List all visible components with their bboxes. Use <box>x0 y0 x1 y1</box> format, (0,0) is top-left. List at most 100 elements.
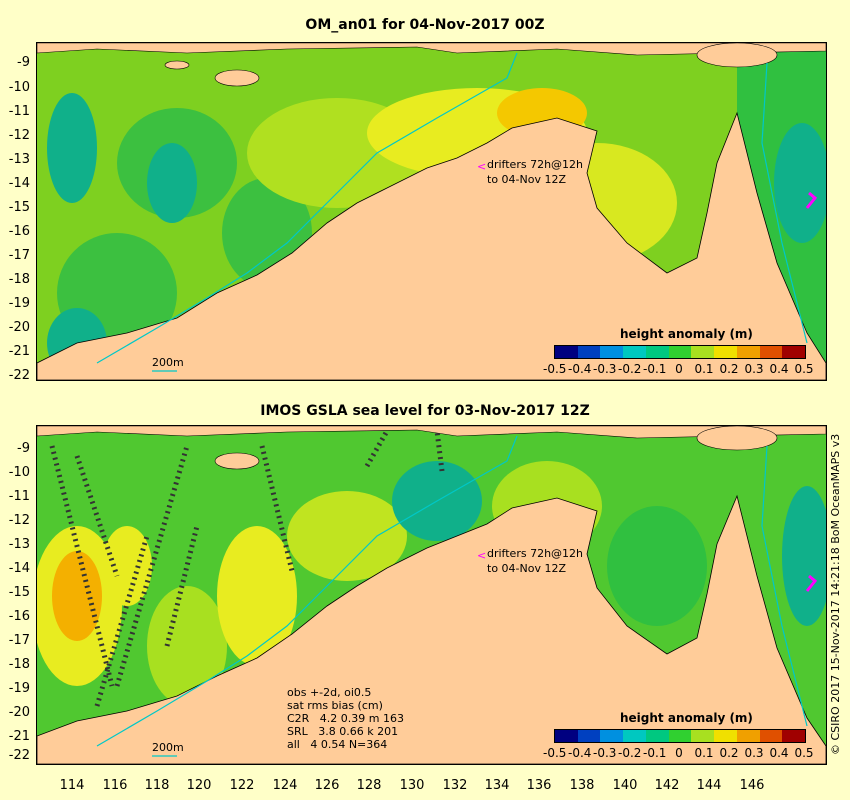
colorbar-segment <box>645 346 669 358</box>
colorbar-segment <box>714 730 737 742</box>
satellite-tracks <box>49 429 445 707</box>
stats-line4: SRL 3.8 0.66 k 201 <box>287 725 399 738</box>
colorbar-tick-label: -0.5 <box>543 746 567 760</box>
colorbar-tick-label: 0.2 <box>719 362 739 376</box>
colorbar-segment <box>645 730 669 742</box>
anomaly-blob <box>217 526 297 666</box>
anomaly-blob <box>52 551 102 641</box>
y-tick: -12 <box>8 128 30 143</box>
drifter-track <box>805 574 818 592</box>
x-tick: 146 <box>739 778 765 793</box>
isobath-label: 200m <box>152 741 184 754</box>
colorbar-title: height anomaly (m) <box>620 327 753 341</box>
anomaly-blob <box>147 586 227 706</box>
colorbar-tick-label: -0.5 <box>543 362 567 376</box>
colorbar-tick-label: 0.1 <box>694 746 714 760</box>
stats-line3: C2R 4.2 0.39 m 163 <box>287 712 404 725</box>
y-tick: -12 <box>8 513 30 528</box>
anomaly-blob <box>47 93 97 203</box>
colorbar-segment <box>759 346 783 358</box>
y-tick: -16 <box>8 224 30 239</box>
panel2-title: IMOS GSLA sea level for 03-Nov-2017 12Z <box>260 403 590 419</box>
x-tick: 114 <box>59 778 85 793</box>
y-tick: -10 <box>8 80 30 95</box>
colorbar-tick-label: -0.4 <box>568 746 592 760</box>
colorbar-segment <box>600 346 624 358</box>
colorbar-tick-label: 0.4 <box>769 746 789 760</box>
x-tick: 122 <box>229 778 255 793</box>
colorbar-segment <box>736 730 760 742</box>
y-tick: -9 <box>17 441 30 456</box>
colorbar-tick-label: 0.1 <box>694 362 714 376</box>
x-tick: 124 <box>272 778 298 793</box>
colorbar-tick-label: 0.5 <box>794 746 814 760</box>
colorbar <box>554 729 806 743</box>
colorbar-segment <box>782 730 806 742</box>
drifter-note-line1: drifters 72h@12h <box>487 547 584 560</box>
y-tick: -22 <box>8 748 30 763</box>
colorbar-segment <box>691 346 715 358</box>
colorbar-tick-label: 0.5 <box>794 362 814 376</box>
y-tick: -15 <box>8 200 30 215</box>
y-tick: -11 <box>8 489 30 504</box>
colorbar-tick-label: 0.4 <box>769 362 789 376</box>
drifter-note-line2: to 04-Nov 12Z <box>487 562 567 575</box>
anomaly-blob <box>102 526 152 606</box>
y-tick: -16 <box>8 609 30 624</box>
colorbar-tick-label: -0.2 <box>618 746 642 760</box>
land-islands <box>37 426 826 439</box>
colorbar-segment <box>600 730 624 742</box>
y-tick: -18 <box>8 657 30 672</box>
x-tick: 128 <box>356 778 382 793</box>
panel2-map: < drifters 72h@12h to 04-Nov 12Z 200m ob… <box>36 425 827 765</box>
colorbar-segment <box>668 730 692 742</box>
colorbar-tick-label: 0 <box>675 746 683 760</box>
x-tick: 126 <box>314 778 340 793</box>
colorbar-segment <box>623 346 646 358</box>
y-tick: -14 <box>8 176 30 191</box>
anomaly-blob <box>774 123 826 243</box>
y-tick: -21 <box>8 729 30 744</box>
panel1-map-svg: < <box>37 43 826 380</box>
y-tick: -21 <box>8 344 30 359</box>
anomaly-blob <box>782 486 826 626</box>
panel1-map: < drifters 72h@12h to 04-Nov 12Z 200m he… <box>36 42 827 381</box>
y-tick: -9 <box>17 55 30 70</box>
credit-text: © CSIRO 2017 15-Nov-2017 14:21:18 BoM Oc… <box>829 433 842 755</box>
shelf-edge-line <box>96 52 518 364</box>
land-australia <box>37 494 826 764</box>
anomaly-blob <box>287 491 407 581</box>
y-tick: -14 <box>8 561 30 576</box>
colorbar-segment <box>759 730 783 742</box>
x-tick: 134 <box>484 778 510 793</box>
colorbar <box>554 345 806 359</box>
isobath-label: 200m <box>152 356 184 369</box>
colorbar-tick-label: 0.3 <box>744 362 764 376</box>
colorbar-segment <box>623 730 646 742</box>
x-tick: 140 <box>612 778 638 793</box>
x-tick: 130 <box>399 778 425 793</box>
shelf-edge-line <box>761 445 808 727</box>
panel1-title: OM_an01 for 04-Nov-2017 00Z <box>305 17 545 33</box>
y-tick: -19 <box>8 296 30 311</box>
y-tick: -13 <box>8 152 30 167</box>
y-tick: -11 <box>8 104 30 119</box>
x-tick: 144 <box>696 778 722 793</box>
x-tick: 142 <box>654 778 680 793</box>
shelf-edge-line <box>96 435 518 747</box>
land-islands <box>37 43 826 56</box>
colorbar-segment <box>555 730 578 742</box>
stats-line2: sat rms bias (cm) <box>287 699 383 712</box>
colorbar-tick-label: -0.1 <box>643 362 667 376</box>
x-tick: 118 <box>144 778 170 793</box>
colorbar-labels: -0.5 -0.4 -0.3 -0.2 -0.1 0 0.1 0.2 0.3 0.4 0.5 <box>543 746 815 761</box>
x-tick: 116 <box>102 778 128 793</box>
anomaly-blob <box>147 143 197 223</box>
y-tick: -22 <box>8 368 30 383</box>
colorbar-tick-label: 0 <box>675 362 683 376</box>
y-tick: -10 <box>8 465 30 480</box>
stats-line1: obs +-2d, oi0.5 <box>287 686 372 699</box>
y-tick: -17 <box>8 633 30 648</box>
x-tick: 136 <box>526 778 552 793</box>
anomaly-blob <box>607 506 707 626</box>
